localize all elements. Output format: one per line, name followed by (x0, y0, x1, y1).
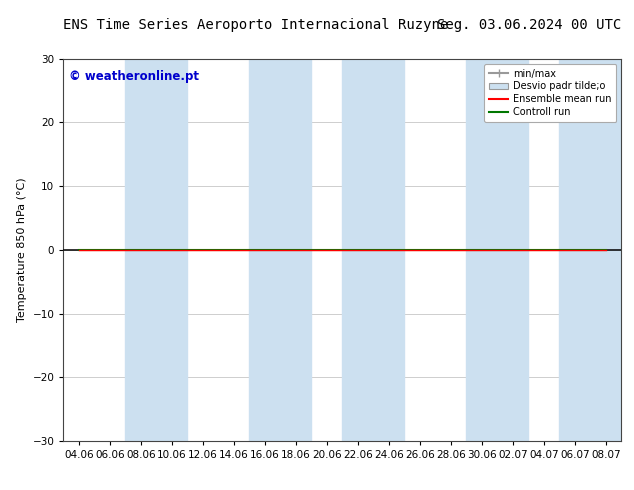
Text: ENS Time Series Aeroporto Internacional Ruzyne: ENS Time Series Aeroporto Internacional … (63, 18, 449, 32)
Bar (342, 59, 404, 441)
Bar (249, 59, 311, 441)
Y-axis label: Temperature 850 hPa (°C): Temperature 850 hPa (°C) (17, 177, 27, 322)
Bar (126, 59, 188, 441)
Text: Seg. 03.06.2024 00 UTC: Seg. 03.06.2024 00 UTC (437, 18, 621, 32)
Legend: min/max, Desvio padr tilde;o, Ensemble mean run, Controll run: min/max, Desvio padr tilde;o, Ensemble m… (484, 64, 616, 122)
Text: © weatheronline.pt: © weatheronline.pt (69, 70, 199, 83)
Bar (559, 59, 624, 441)
Bar (467, 59, 528, 441)
